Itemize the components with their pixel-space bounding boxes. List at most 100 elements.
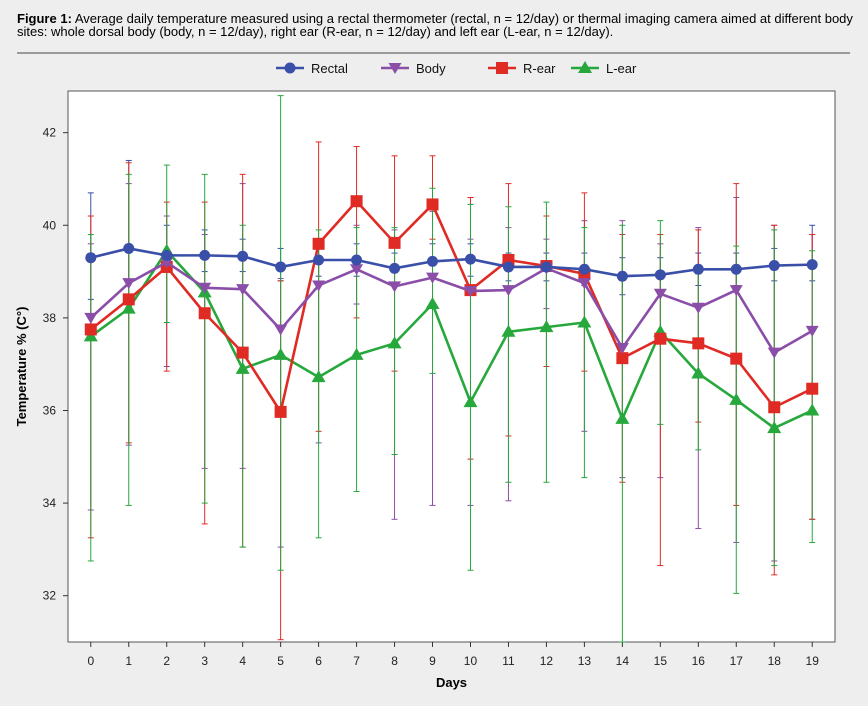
- data-point-r-ear: [388, 236, 401, 249]
- data-point-r-ear: [236, 346, 249, 359]
- x-tick-label: 12: [540, 654, 554, 668]
- legend-item-l-ear: L-ear: [571, 61, 637, 76]
- data-point-body: [501, 285, 515, 297]
- x-tick-label: 7: [353, 654, 360, 668]
- legend-item-rectal: Rectal: [276, 61, 348, 76]
- x-axis-label: Days: [436, 675, 467, 690]
- legend-marker: [578, 61, 592, 73]
- data-point-l-ear: [729, 392, 744, 405]
- data-point-rectal: [540, 261, 552, 273]
- data-point-l-ear: [691, 366, 706, 379]
- data-point-l-ear: [273, 347, 288, 360]
- data-point-body: [615, 342, 629, 354]
- x-tick-label: 17: [730, 654, 744, 668]
- series-line-body: [89, 261, 813, 354]
- data-point-l-ear: [577, 315, 592, 328]
- data-point-r-ear: [84, 323, 97, 336]
- data-point-r-ear: [692, 337, 705, 350]
- data-point-l-ear: [387, 336, 402, 349]
- data-point-body: [160, 257, 174, 269]
- series-line-r-ear: [89, 199, 813, 414]
- legend-marker: [496, 62, 508, 74]
- data-point-r-ear: [616, 352, 629, 365]
- x-tick-label: 10: [464, 654, 478, 668]
- x-tick-label: 3: [201, 654, 208, 668]
- data-point-l-ear: [615, 411, 630, 424]
- data-point-body: [691, 302, 705, 314]
- data-point-rectal: [389, 262, 401, 274]
- figure-caption: Figure 1: Average daily temperature meas…: [17, 12, 853, 38]
- x-tick-label: 14: [616, 654, 630, 668]
- data-point-rectal: [237, 250, 249, 262]
- data-point-r-ear: [768, 401, 781, 414]
- caption-label: Figure 1:: [17, 11, 72, 26]
- data-point-body: [198, 282, 212, 294]
- y-tick-label: 34: [43, 496, 57, 510]
- data-point-body: [577, 278, 591, 290]
- data-point-r-ear: [730, 352, 743, 365]
- x-tick-label: 9: [429, 654, 436, 668]
- data-point-body: [84, 312, 98, 324]
- data-point-l-ear: [311, 370, 326, 383]
- x-tick-label: 19: [806, 654, 820, 668]
- x-tick-label: 15: [654, 654, 668, 668]
- series-line-l-ear: [90, 249, 813, 430]
- data-point-body: [388, 281, 402, 293]
- y-tick-label: 36: [43, 403, 57, 417]
- caption-divider: [17, 52, 850, 54]
- x-tick-label: 8: [391, 654, 398, 668]
- legend-marker: [388, 63, 402, 74]
- data-point-l-ear: [425, 296, 440, 309]
- data-point-r-ear: [350, 195, 363, 208]
- data-point-body: [122, 278, 136, 290]
- data-point-body: [236, 284, 250, 296]
- data-point-body: [767, 347, 781, 359]
- x-tick-label: 4: [239, 654, 246, 668]
- data-point-l-ear: [235, 361, 250, 374]
- y-tick-label: 40: [43, 218, 57, 232]
- x-tick-label: 5: [277, 654, 284, 668]
- data-point-rectal: [692, 263, 704, 275]
- data-point-rectal: [502, 261, 514, 273]
- data-point-l-ear: [539, 320, 554, 333]
- x-tick-label: 16: [692, 654, 706, 668]
- x-tick-label: 0: [87, 654, 94, 668]
- x-tick-label: 11: [502, 654, 515, 668]
- y-tick-label: 38: [43, 311, 57, 325]
- legend-marker: [284, 62, 296, 74]
- x-tick-label: 6: [315, 654, 322, 668]
- data-point-body: [463, 286, 477, 298]
- legend-label: L-ear: [606, 61, 637, 76]
- plot-area: [67, 90, 836, 643]
- legend-label: Rectal: [311, 61, 348, 76]
- data-point-r-ear: [312, 237, 325, 250]
- data-point-body: [350, 264, 364, 276]
- data-point-l-ear: [767, 421, 782, 434]
- data-point-r-ear: [122, 293, 135, 306]
- legend-item-body: Body: [381, 61, 446, 76]
- data-point-rectal: [768, 260, 780, 272]
- chart-legend: Rectal Body R-ear L-ear: [276, 61, 637, 76]
- data-point-rectal: [654, 269, 666, 281]
- caption-text: Average daily temperature measured using…: [17, 11, 853, 39]
- data-point-body: [274, 324, 288, 336]
- data-point-body: [312, 280, 326, 292]
- data-point-rectal: [199, 249, 211, 261]
- data-point-r-ear: [274, 405, 287, 418]
- data-point-rectal: [578, 263, 590, 275]
- data-point-l-ear: [349, 347, 364, 360]
- x-tick-label: 1: [125, 654, 132, 668]
- x-axis: 0 1 2 3 4 5 6 7 8 9 10 11 12 13 14 15 16 17 18 19: [87, 642, 819, 668]
- data-point-rectal: [351, 254, 363, 266]
- data-point-rectal: [616, 270, 628, 282]
- data-point-r-ear: [806, 382, 819, 395]
- data-point-rectal: [427, 255, 439, 267]
- y-axis: 32 34 36 38 40 42: [43, 126, 68, 603]
- y-axis-label: Temperature % (C°): [14, 307, 29, 427]
- data-point-rectal: [730, 263, 742, 275]
- legend-item-r-ear: R-ear: [488, 61, 556, 76]
- data-point-rectal: [313, 254, 325, 266]
- data-point-body: [426, 272, 440, 284]
- data-point-rectal: [123, 242, 135, 254]
